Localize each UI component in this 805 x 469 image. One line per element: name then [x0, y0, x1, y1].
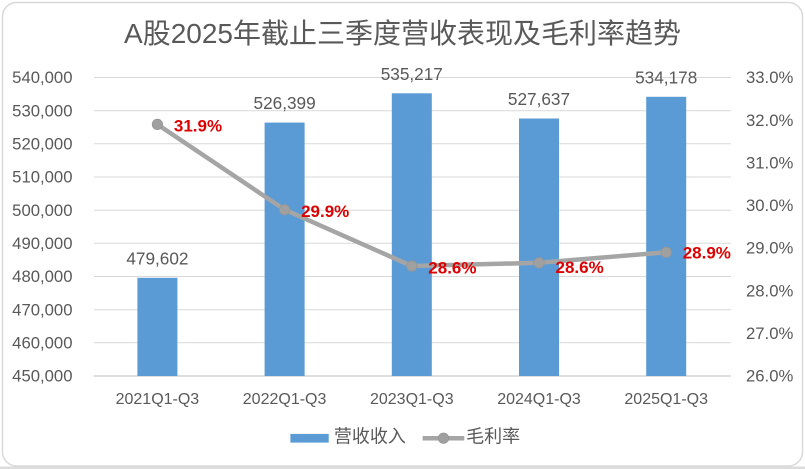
svg-text:2024Q1-Q3: 2024Q1-Q3 [497, 391, 581, 408]
svg-text:2025Q1-Q3: 2025Q1-Q3 [624, 391, 708, 408]
svg-text:毛利率: 毛利率 [466, 427, 520, 447]
svg-text:460,000: 460,000 [12, 334, 72, 353]
svg-text:31.9%: 31.9% [174, 117, 222, 136]
svg-text:31.0%: 31.0% [746, 154, 793, 173]
svg-text:535,217: 535,217 [381, 64, 443, 84]
svg-text:510,000: 510,000 [12, 168, 72, 187]
svg-text:520,000: 520,000 [12, 135, 72, 154]
svg-text:30.0%: 30.0% [746, 196, 793, 215]
svg-text:530,000: 530,000 [12, 101, 72, 120]
svg-text:526,399: 526,399 [254, 93, 316, 113]
svg-text:营收收入: 营收收入 [334, 427, 406, 447]
svg-text:33.0%: 33.0% [746, 68, 793, 87]
svg-text:29.9%: 29.9% [301, 202, 349, 221]
svg-text:2023Q1-Q3: 2023Q1-Q3 [370, 391, 454, 408]
svg-text:480,000: 480,000 [12, 267, 72, 286]
svg-text:28.0%: 28.0% [746, 281, 793, 300]
svg-text:450,000: 450,000 [12, 367, 72, 386]
svg-text:534,178: 534,178 [635, 67, 697, 87]
svg-text:27.0%: 27.0% [746, 324, 793, 343]
svg-text:32.0%: 32.0% [746, 111, 793, 130]
svg-text:479,602: 479,602 [126, 248, 188, 268]
svg-text:29.0%: 29.0% [746, 239, 793, 258]
svg-text:28.6%: 28.6% [428, 258, 476, 277]
svg-text:26.0%: 26.0% [746, 367, 793, 386]
svg-text:490,000: 490,000 [12, 234, 72, 253]
svg-text:2022Q1-Q3: 2022Q1-Q3 [243, 391, 327, 408]
svg-text:28.9%: 28.9% [683, 244, 731, 263]
svg-text:2021Q1-Q3: 2021Q1-Q3 [116, 391, 200, 408]
svg-text:540,000: 540,000 [12, 68, 72, 87]
svg-text:470,000: 470,000 [12, 300, 72, 319]
svg-text:527,637: 527,637 [508, 89, 570, 109]
svg-text:A股2025年截止三季度营收表现及毛利率趋势: A股2025年截止三季度营收表现及毛利率趋势 [124, 18, 681, 49]
svg-text:500,000: 500,000 [12, 201, 72, 220]
svg-text:28.6%: 28.6% [556, 258, 604, 277]
